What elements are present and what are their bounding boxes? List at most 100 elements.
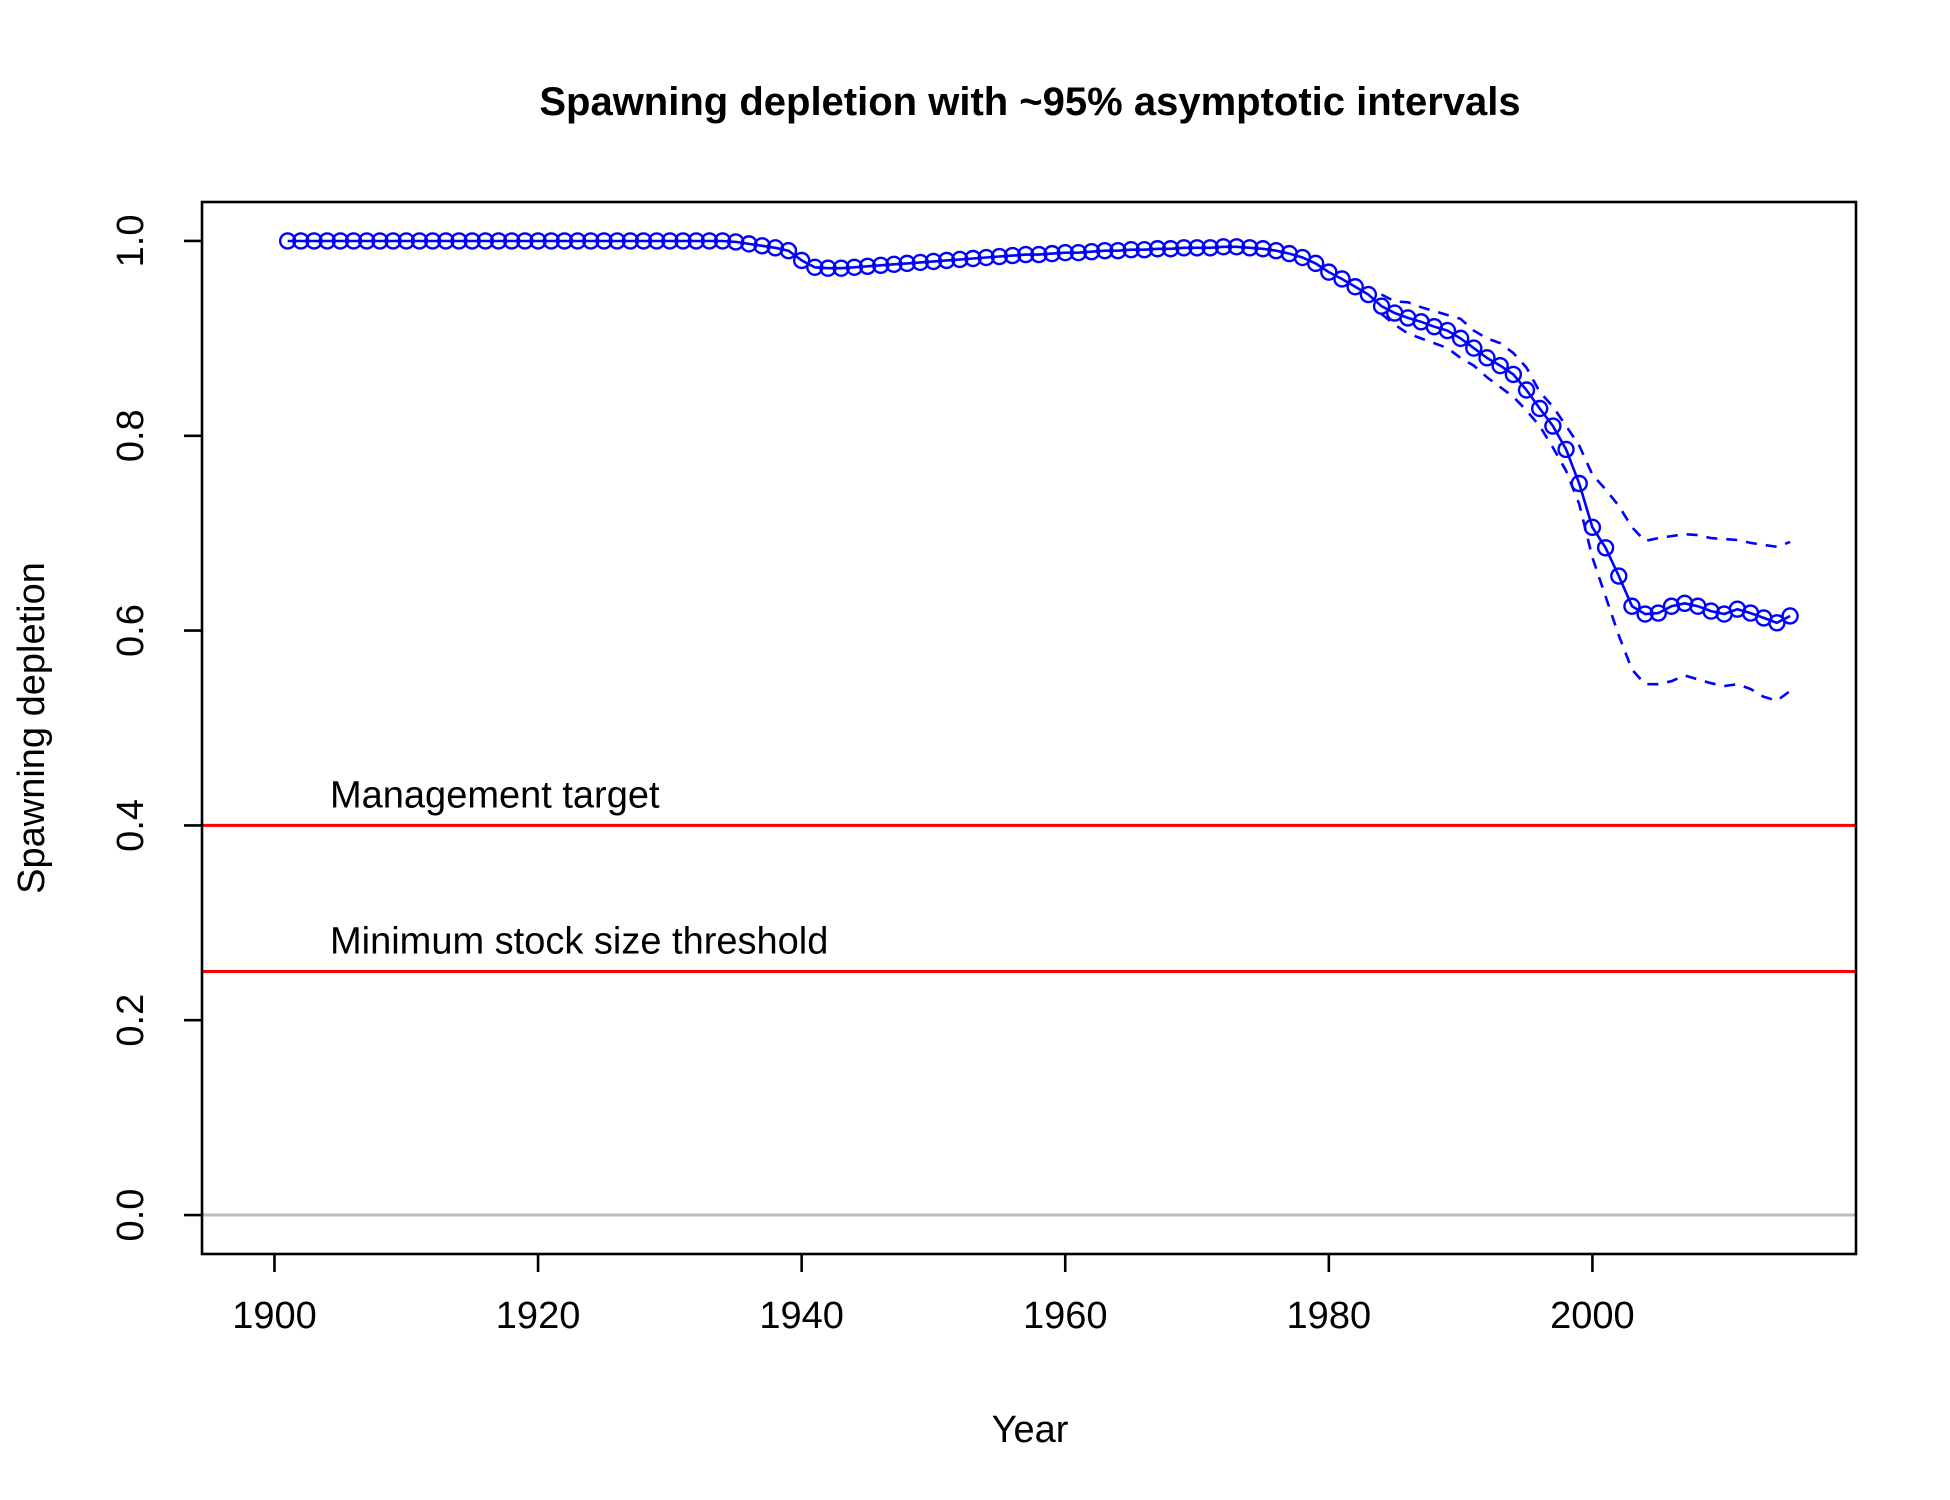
reference-line-label: Minimum stock size threshold <box>330 921 828 963</box>
estimate-point <box>1254 240 1272 258</box>
estimate-point <box>423 232 442 250</box>
estimate-point <box>727 233 745 251</box>
estimate-point <box>661 232 679 250</box>
estimate-point <box>885 255 903 274</box>
estimate-point <box>898 254 916 273</box>
estimate-point <box>503 232 521 250</box>
x-tick-label: 1980 <box>1287 1295 1372 1337</box>
estimate-point <box>1438 321 1457 340</box>
estimate-point <box>1320 263 1338 281</box>
x-tick-label: 1960 <box>1023 1295 1108 1337</box>
estimate-point <box>990 247 1009 266</box>
estimate-point <box>608 232 626 250</box>
y-tick-label: 1.0 <box>110 215 152 268</box>
estimate-point <box>476 232 495 250</box>
estimate-point <box>1306 254 1325 273</box>
estimate-point <box>1135 241 1154 259</box>
reference-line-label: Management target <box>330 774 660 816</box>
estimate-point <box>1109 242 1127 260</box>
estimate-point <box>806 258 824 276</box>
estimate-point <box>1346 278 1364 296</box>
estimate-point <box>450 232 468 250</box>
estimate-point <box>792 251 811 270</box>
estimate-point <box>937 251 956 270</box>
x-tick-label: 2000 <box>1550 1295 1635 1337</box>
estimate-point <box>529 232 547 250</box>
estimate-point <box>344 232 363 250</box>
estimate-point <box>1161 240 1180 258</box>
estimate-point <box>582 232 600 250</box>
estimate-point <box>489 232 508 250</box>
estimate-point <box>924 252 943 271</box>
estimate-point <box>1227 238 1246 256</box>
estimate-point <box>1043 244 1061 263</box>
estimate-point <box>964 249 982 268</box>
estimate-point <box>1478 349 1496 367</box>
estimate-point <box>358 232 376 250</box>
estimate-point <box>687 232 705 250</box>
plot-area: Management target Minimum stock size thre… <box>110 200 1858 1337</box>
estimate-point <box>700 232 719 250</box>
estimate-point <box>1530 399 1549 418</box>
estimate-point <box>621 232 640 250</box>
y-tick-label: 0.4 <box>110 799 152 852</box>
estimate-point <box>331 232 350 250</box>
estimate-point <box>858 257 877 275</box>
estimate-point <box>1451 329 1470 348</box>
estimate-point <box>1030 245 1048 264</box>
estimate-point <box>1583 518 1602 537</box>
estimate-point <box>977 248 995 267</box>
estimate-point <box>318 232 336 250</box>
estimate-point <box>1544 417 1562 435</box>
estimate-point <box>1082 242 1101 261</box>
y-tick-label: 0.8 <box>110 409 152 462</box>
estimate-point <box>845 258 864 276</box>
estimate-point <box>1781 607 1799 625</box>
estimate-point <box>1069 243 1088 262</box>
estimate-point <box>832 259 850 277</box>
estimate-point <box>1017 245 1035 264</box>
estimate-point <box>410 232 429 250</box>
estimate-point <box>516 232 534 250</box>
estimate-point <box>1596 539 1615 557</box>
y-tick-label: 0.2 <box>110 994 152 1047</box>
estimate-point <box>437 232 455 250</box>
y-tick-label: 0.6 <box>110 604 152 657</box>
y-axis-label: Spawning depletion <box>11 562 53 894</box>
estimate-point <box>371 232 389 250</box>
estimate-point <box>1122 241 1140 259</box>
estimate-point <box>568 232 587 250</box>
plot-frame <box>200 200 1858 1256</box>
estimate-point <box>1056 243 1074 262</box>
estimate-point <box>740 235 758 253</box>
estimate-point <box>1570 474 1588 493</box>
estimate-point <box>1333 270 1351 288</box>
estimate-point <box>1649 604 1668 622</box>
estimate-point <box>1610 567 1628 585</box>
x-tick-label: 1920 <box>496 1295 581 1337</box>
estimate-point <box>647 232 666 250</box>
estimate-point <box>1003 246 1022 265</box>
x-axis-label: Year <box>992 1409 1069 1451</box>
estimate-line <box>287 239 1791 625</box>
estimate-point <box>1768 614 1786 632</box>
estimate-point <box>1557 440 1575 459</box>
estimate-point <box>819 259 837 277</box>
estimate-point <box>384 232 402 250</box>
estimate-point <box>1201 239 1219 257</box>
estimate-point <box>305 232 323 250</box>
estimate-point <box>1241 239 1259 257</box>
estimate-point <box>463 232 481 250</box>
estimate-point <box>555 232 574 250</box>
estimate-point <box>1188 239 1206 257</box>
estimate-point <box>1504 365 1523 384</box>
estimate-point <box>1148 240 1167 258</box>
estimate-point <box>1175 239 1193 257</box>
estimate-point <box>911 253 929 272</box>
estimate-point <box>595 232 613 250</box>
estimate-point <box>634 232 653 250</box>
estimate-point <box>278 232 297 250</box>
estimate-point <box>753 237 771 255</box>
estimate-point <box>1636 605 1654 623</box>
